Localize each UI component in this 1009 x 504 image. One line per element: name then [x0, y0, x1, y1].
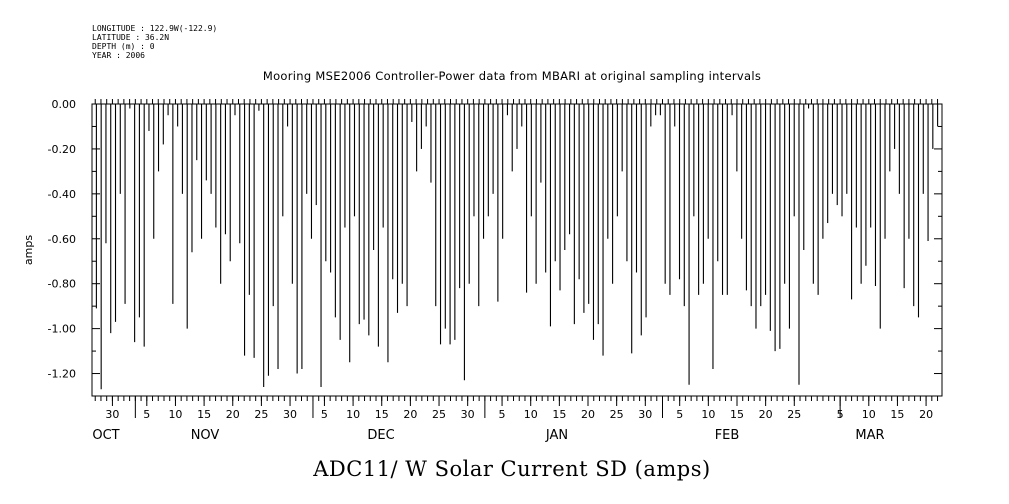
header-info: LONGITUDE : 122.9W(-122.9) LATITUDE : 36… [92, 24, 217, 60]
x-tick-label: 5 [321, 408, 328, 421]
x-tick-label: 5 [499, 408, 506, 421]
x-tick-label: 15 [552, 408, 566, 421]
month-label: NOV [191, 428, 220, 443]
x-tick-label: 20 [581, 408, 595, 421]
x-tick-label: 10 [862, 408, 876, 421]
x-tick-label: 30 [461, 408, 475, 421]
x-tick-label: 15 [730, 408, 744, 421]
x-tick-label: 5 [676, 408, 683, 421]
x-tick-label: 30 [638, 408, 652, 421]
y-tick-label: -1.00 [48, 323, 76, 336]
x-tick-label: 25 [610, 408, 624, 421]
y-axis-label: amps [22, 235, 35, 265]
x-tick-label: 30 [105, 408, 119, 421]
month-label: JAN [545, 428, 568, 443]
bars-group [95, 104, 939, 390]
month-label: FEB [715, 428, 740, 443]
y-tick-label: -0.60 [48, 233, 76, 246]
info-longitude: LONGITUDE : 122.9W(-122.9) [92, 24, 217, 33]
x-tick-label: 15 [375, 408, 389, 421]
x-tick-label: 10 [346, 408, 360, 421]
x-tick-label: 25 [254, 408, 268, 421]
y-axis: 0.00 -0.20 -0.40 -0.60 -0.80 -1.00 -1.20 [48, 98, 942, 397]
info-year: YEAR : 2006 [92, 51, 145, 60]
x-tick-label: 25 [432, 408, 446, 421]
x-tick-label: 15 [197, 408, 211, 421]
x-tick-label: 10 [168, 408, 182, 421]
x-axis: 30 5 10 15 20 25 30 5 10 15 20 25 30 5 10 15 20 25 30 5 10 15… [92, 99, 939, 443]
x-tick-label: 20 [226, 408, 240, 421]
x-tick-label: 20 [403, 408, 417, 421]
x-tick-label: 10 [524, 408, 538, 421]
month-label: OCT [92, 428, 119, 443]
x-tick-label: 5 [143, 408, 150, 421]
info-depth: DEPTH (m) : 0 [92, 42, 155, 51]
y-tick-label: -0.20 [48, 143, 76, 156]
y-tick-label: -1.20 [48, 368, 76, 381]
x-tick-label: 15 [890, 408, 904, 421]
x-tick-label: 30 [283, 408, 297, 421]
x-tick-label: 20 [919, 408, 933, 421]
y-tick-label: -0.40 [48, 188, 76, 201]
footer-label: ADC11/ W Solar Current SD (amps) [312, 457, 710, 481]
info-latitude: LATITUDE : 36.2N [92, 33, 169, 42]
month-label: DEC [367, 428, 394, 443]
chart-title: Mooring MSE2006 Controller-Power data fr… [263, 69, 761, 83]
x-tick-label: 25 [787, 408, 801, 421]
y-tick-label: -0.80 [48, 278, 76, 291]
y-tick-label: 0.00 [52, 98, 77, 111]
x-tick-label: 20 [759, 408, 773, 421]
x-tick-label: 10 [701, 408, 715, 421]
month-label: MAR [855, 428, 884, 443]
